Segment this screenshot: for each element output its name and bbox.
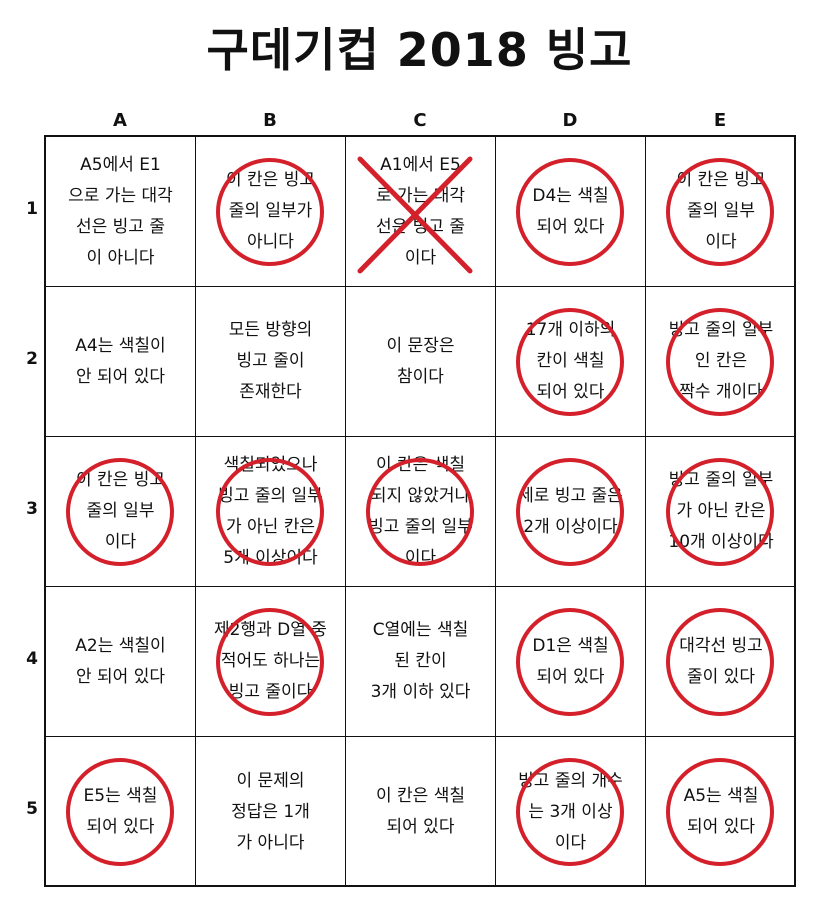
bingo-cell-b5[interactable]: 이 문제의 정답은 1개 가 아니다 xyxy=(196,737,346,887)
cell-text-d2: 17개 이하의 칸이 색칠 되어 있다 xyxy=(525,320,616,402)
bingo-cell-a3[interactable]: 이 칸은 빙고 줄의 일부 이다 xyxy=(46,437,196,587)
bingo-cell-b3[interactable]: 색칠되었으나 빙고 줄의 일부 가 아닌 칸은 5개 이상이다 xyxy=(196,437,346,587)
cell-text-e1: 이 칸은 빙고 줄의 일부 이다 xyxy=(676,170,766,252)
column-header-a: A xyxy=(113,110,127,131)
cell-text-e4: 대각선 빙고 줄이 있다 xyxy=(679,635,763,687)
bingo-cell-a1[interactable]: A5에서 E1 으로 가는 대각 선은 빙고 줄 이 아니다 xyxy=(46,137,196,287)
cell-text-d3: 세로 빙고 줄은 2개 이상이다 xyxy=(518,485,623,537)
bingo-cell-c5[interactable]: 이 칸은 색칠 되어 있다 xyxy=(346,737,496,887)
cell-text-c5: 이 칸은 색칠 되어 있다 xyxy=(375,786,465,837)
cell-text-a5: E5는 색칠 되어 있다 xyxy=(83,786,158,837)
cell-text-b1: 이 칸은 빙고 줄의 일부가 아니다 xyxy=(225,170,315,252)
column-header-e: E xyxy=(713,110,727,131)
page-title: 구데기컵 2018 빙고 xyxy=(206,23,633,77)
bingo-cell-c4[interactable]: C열에는 색칠 된 칸이 3개 이하 있다 xyxy=(346,587,496,737)
bingo-cell-e1[interactable]: 이 칸은 빙고 줄의 일부 이다 xyxy=(646,137,796,287)
bingo-cell-c2[interactable]: 이 문장은 참이다 xyxy=(346,287,496,437)
row-header-5: 5 xyxy=(26,799,38,819)
bingo-cell-e4[interactable]: 대각선 빙고 줄이 있다 xyxy=(646,587,796,737)
cell-text-a3: 이 칸은 빙고 줄의 일부 이다 xyxy=(75,470,165,552)
bingo-cell-e2[interactable]: 빙고 줄의 일부 인 칸은 짝수 개이다 xyxy=(646,287,796,437)
cell-text-e3: 빙고 줄의 일부 가 아닌 칸은 10개 이상이다 xyxy=(668,470,774,552)
row-header-1: 1 xyxy=(26,199,38,219)
cell-text-d5: 빙고 줄의 개수 는 3개 이상 이다 xyxy=(518,770,623,853)
cell-text-e2: 빙고 줄의 일부 인 칸은 짝수 개이다 xyxy=(668,320,774,402)
cell-text-d4: D1은 색칠 되어 있다 xyxy=(532,635,609,687)
cell-text-b4: 제2행과 D열 중 적어도 하나는 빙고 줄이다 xyxy=(214,620,327,702)
bingo-cell-d2[interactable]: 17개 이하의 칸이 색칠 되어 있다 xyxy=(496,287,646,437)
cell-text-c1: A1에서 E5 로 가는 대각 선은 빙고 줄 이다 xyxy=(375,154,465,268)
bingo-cell-e3[interactable]: 빙고 줄의 일부 가 아닌 칸은 10개 이상이다 xyxy=(646,437,796,587)
bingo-cell-c1[interactable]: A1에서 E5 로 가는 대각 선은 빙고 줄 이다 xyxy=(346,137,496,287)
bingo-cell-d1[interactable]: D4는 색칠 되어 있다 xyxy=(496,137,646,287)
column-header-c: C xyxy=(413,110,427,131)
row-header-4: 4 xyxy=(26,649,38,669)
bingo-cell-b4[interactable]: 제2행과 D열 중 적어도 하나는 빙고 줄이다 xyxy=(196,587,346,737)
bingo-cell-c3[interactable]: 이 칸은 색칠 되지 않았거나 빙고 줄의 일부 이다 xyxy=(346,437,496,587)
row-header-2: 2 xyxy=(26,349,38,369)
cell-text-a2: A4는 색칠이 안 되어 있다 xyxy=(75,335,166,387)
bingo-cell-a5[interactable]: E5는 색칠 되어 있다 xyxy=(46,737,196,887)
column-header-d: D xyxy=(562,110,578,131)
cell-text-a4: A2는 색칠이 안 되어 있다 xyxy=(75,635,166,687)
cell-text-b3: 색칠되었으나 빙고 줄의 일부 가 아닌 칸은 5개 이상이다 xyxy=(218,454,323,568)
bingo-cell-d5[interactable]: 빙고 줄의 개수 는 3개 이상 이다 xyxy=(496,737,646,887)
cell-text-c3: 이 칸은 색칠 되지 않았거나 빙고 줄의 일부 이다 xyxy=(368,454,473,568)
bingo-cell-d3[interactable]: 세로 빙고 줄은 2개 이상이다 xyxy=(496,437,646,587)
cell-text-d1: D4는 색칠 되어 있다 xyxy=(532,185,609,237)
bingo-cell-e5[interactable]: A5는 색칠 되어 있다 xyxy=(646,737,796,887)
cell-text-c4: C열에는 색칠 된 칸이 3개 이하 있다 xyxy=(370,620,471,702)
bingo-cell-b2[interactable]: 모든 방향의 빙고 줄이 존재한다 xyxy=(196,287,346,437)
bingo-cell-d4[interactable]: D1은 색칠 되어 있다 xyxy=(496,587,646,737)
column-header-b: B xyxy=(263,110,277,131)
bingo-cell-a4[interactable]: A2는 색칠이 안 되어 있다 xyxy=(46,587,196,737)
cell-text-c2: 이 문장은 참이다 xyxy=(386,335,455,387)
bingo-cell-a2[interactable]: A4는 색칠이 안 되어 있다 xyxy=(46,287,196,437)
cell-text-a1: A5에서 E1 으로 가는 대각 선은 빙고 줄 이 아니다 xyxy=(68,154,173,268)
cell-text-b5: 이 문제의 정답은 1개 가 아니다 xyxy=(231,770,310,853)
row-header-3: 3 xyxy=(26,499,38,519)
bingo-cell-b1[interactable]: 이 칸은 빙고 줄의 일부가 아니다 xyxy=(196,137,346,287)
cell-text-b2: 모든 방향의 빙고 줄이 존재한다 xyxy=(228,320,313,402)
cell-text-e5: A5는 색칠 되어 있다 xyxy=(683,786,759,837)
